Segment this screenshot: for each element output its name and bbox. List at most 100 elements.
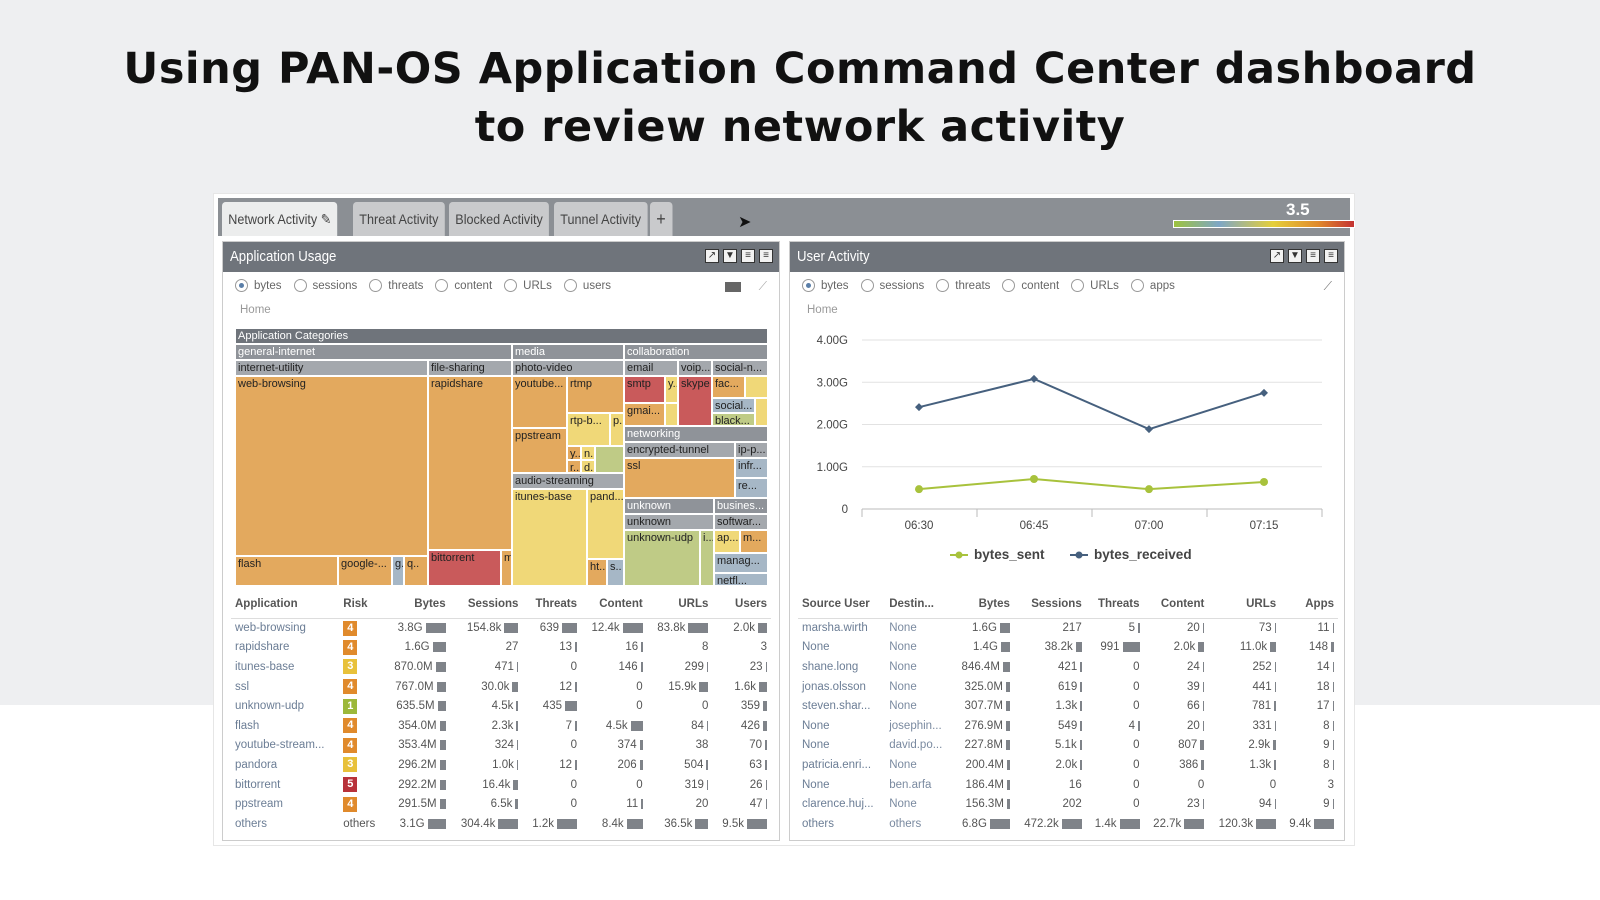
radio-button[interactable] bbox=[1130, 279, 1144, 292]
cell-source-user[interactable]: marsha.wirth bbox=[798, 618, 885, 638]
data-point[interactable] bbox=[1145, 485, 1153, 494]
treemap-cell[interactable] bbox=[745, 376, 768, 398]
treemap-cell[interactable]: g.. bbox=[392, 556, 404, 586]
column-header[interactable]: Threats bbox=[1085, 590, 1144, 619]
legend-item-bytes_sent[interactable]: bytes_sent bbox=[950, 547, 1045, 562]
treemap-cell[interactable]: general-internet bbox=[235, 344, 512, 360]
table-row[interactable]: steven.shar... None 307.7M 1.3k 0 66 781 17 bbox=[798, 696, 1338, 716]
table-row[interactable]: None josephin... 276.9M 549 4 20 331 8 bbox=[798, 716, 1338, 736]
table-row[interactable]: youtube-stream... 4 353.4M 324 0 374 38 70 bbox=[231, 736, 771, 756]
treemap-cell[interactable]: smtp bbox=[624, 376, 665, 403]
treemap-cell[interactable]: d.. bbox=[581, 460, 595, 473]
treemap-cell[interactable]: media bbox=[512, 344, 624, 360]
treemap-cell[interactable]: busines... bbox=[714, 498, 768, 514]
treemap-cell[interactable]: pand... bbox=[587, 489, 624, 559]
radio-button[interactable] bbox=[936, 279, 950, 292]
column-header[interactable]: Content bbox=[580, 590, 647, 619]
treemap-cell[interactable]: y... bbox=[567, 446, 581, 460]
cell-application[interactable]: flash bbox=[231, 716, 339, 736]
radio-bytes[interactable]: bytes bbox=[802, 279, 849, 292]
radio-threats[interactable]: threats bbox=[369, 279, 423, 292]
column-header[interactable]: URLs bbox=[646, 590, 713, 619]
radio-threats[interactable]: threats bbox=[936, 279, 990, 292]
treemap-cell[interactable]: s.. bbox=[607, 559, 624, 586]
radio-button[interactable] bbox=[435, 279, 449, 292]
treemap-cell[interactable]: unknown-udp bbox=[624, 530, 700, 586]
table-row[interactable]: None david.po... 227.8M 5.1k 0 807 2.9k 9 bbox=[798, 736, 1338, 756]
cell-application[interactable]: itunes-base bbox=[231, 657, 339, 677]
treemap-cell[interactable]: file-sharing bbox=[428, 360, 512, 376]
treemap-cell[interactable]: unknown bbox=[624, 498, 714, 514]
treemap-cell[interactable]: p.. bbox=[610, 413, 624, 446]
treemap-cell[interactable]: web-browsing bbox=[235, 376, 428, 556]
export-icon[interactable]: ≡ bbox=[1324, 249, 1338, 263]
export-icon[interactable]: ≡ bbox=[759, 249, 773, 263]
filter-icon[interactable]: ▼ bbox=[1288, 249, 1302, 263]
treemap-cell[interactable]: infr... bbox=[735, 458, 768, 478]
column-header[interactable]: Apps bbox=[1280, 590, 1338, 619]
cell-application[interactable]: others bbox=[231, 814, 339, 834]
table-row[interactable]: pandora 3 296.2M 1.0k 12 206 504 63 bbox=[231, 755, 771, 775]
radio-button[interactable] bbox=[504, 279, 518, 292]
radio-button[interactable] bbox=[369, 279, 383, 292]
treemap-cell[interactable]: n.. bbox=[581, 446, 595, 460]
line-chart-view-icon[interactable]: ⟋ bbox=[1323, 279, 1332, 293]
treemap-cell[interactable]: ppstream bbox=[512, 428, 567, 473]
treemap-cell[interactable]: ip-p... bbox=[735, 442, 768, 458]
treemap-cell[interactable]: networking bbox=[624, 426, 768, 442]
treemap-cell[interactable]: m... bbox=[740, 530, 768, 553]
filter-icon[interactable]: ▼ bbox=[723, 249, 737, 263]
data-point[interactable] bbox=[915, 485, 923, 494]
table-row[interactable]: clarence.huj... None 156.3M 202 0 23 94 9 bbox=[798, 794, 1338, 814]
treemap-cell[interactable]: netfl... bbox=[714, 573, 768, 586]
maximize-icon[interactable]: ↗ bbox=[1270, 249, 1284, 263]
column-header[interactable]: Sessions bbox=[449, 590, 523, 619]
treemap-cell[interactable]: y... bbox=[665, 376, 678, 403]
column-header[interactable]: Bytes bbox=[952, 590, 1014, 619]
table-view-icon[interactable]: ≡ bbox=[741, 249, 755, 263]
column-header[interactable]: Source User bbox=[798, 590, 886, 619]
treemap-cell[interactable]: google-... bbox=[338, 556, 392, 586]
column-header[interactable]: Bytes bbox=[383, 590, 450, 619]
treemap-cell[interactable]: photo-video bbox=[512, 360, 624, 376]
treemap-cell[interactable]: ht... bbox=[587, 559, 607, 586]
radio-button[interactable] bbox=[293, 279, 307, 292]
radio-apps[interactable]: apps bbox=[1130, 279, 1175, 292]
maximize-icon[interactable]: ↗ bbox=[705, 249, 719, 263]
table-row[interactable]: others others 6.8G 472.2k 1.4k 22.7k 120.3k 9.4… bbox=[798, 814, 1338, 834]
breadcrumb-home[interactable]: Home bbox=[240, 304, 271, 316]
cell-application[interactable]: ppstream bbox=[231, 794, 339, 814]
column-header[interactable]: Destin... bbox=[885, 590, 953, 619]
tab-tunnel-activity[interactable]: Tunnel Activity bbox=[554, 202, 648, 236]
radio-button[interactable] bbox=[1002, 279, 1016, 292]
radio-button[interactable] bbox=[235, 279, 248, 292]
cell-source-user[interactable]: None bbox=[798, 775, 885, 795]
table-row[interactable]: unknown-udp 1 635.5M 4.5k 435 0 0 359 bbox=[231, 696, 771, 716]
column-header[interactable]: Application bbox=[231, 590, 340, 619]
legend-item-bytes_received[interactable]: bytes_received bbox=[1070, 547, 1192, 562]
treemap-cell[interactable]: youtube... bbox=[512, 376, 567, 428]
data-point[interactable] bbox=[1030, 475, 1038, 484]
cell-application[interactable]: ssl bbox=[231, 677, 339, 697]
radio-users[interactable]: users bbox=[563, 279, 611, 292]
table-row[interactable]: marsha.wirth None 1.6G 217 5 20 73 11 bbox=[798, 618, 1338, 638]
column-header[interactable]: Users bbox=[712, 590, 771, 619]
table-row[interactable]: patricia.enri... None 200.4M 2.0k 0 386 1.3k 8 bbox=[798, 755, 1338, 775]
table-row[interactable]: web-browsing 4 3.8G 154.8k 639 12.4k 83.8k 2.0k bbox=[231, 618, 771, 638]
column-header[interactable]: URLs bbox=[1208, 590, 1281, 619]
treemap-cell[interactable]: manag... bbox=[714, 553, 768, 573]
treemap-cell[interactable] bbox=[595, 446, 624, 473]
treemap-cell[interactable]: ssl bbox=[624, 458, 735, 498]
column-header[interactable]: Threats bbox=[522, 590, 581, 619]
line-chart-view-icon[interactable]: ⟋ bbox=[758, 279, 767, 293]
table-row[interactable]: others others 3.1G 304.4k 1.2k 8.4k 36.5k 9.5k bbox=[231, 814, 771, 834]
data-point[interactable] bbox=[915, 403, 923, 412]
treemap-cell[interactable] bbox=[665, 403, 678, 426]
table-row[interactable]: itunes-base 3 870.0M 471 0 146 299 23 bbox=[231, 657, 771, 677]
cell-source-user[interactable]: None bbox=[798, 736, 885, 756]
radio-sessions[interactable]: sessions bbox=[293, 279, 357, 292]
cell-source-user[interactable]: shane.long bbox=[798, 657, 885, 677]
treemap-cell[interactable]: collaboration bbox=[624, 344, 768, 360]
breadcrumb-home[interactable]: Home bbox=[807, 304, 838, 316]
treemap-cell[interactable]: black... bbox=[712, 413, 755, 426]
